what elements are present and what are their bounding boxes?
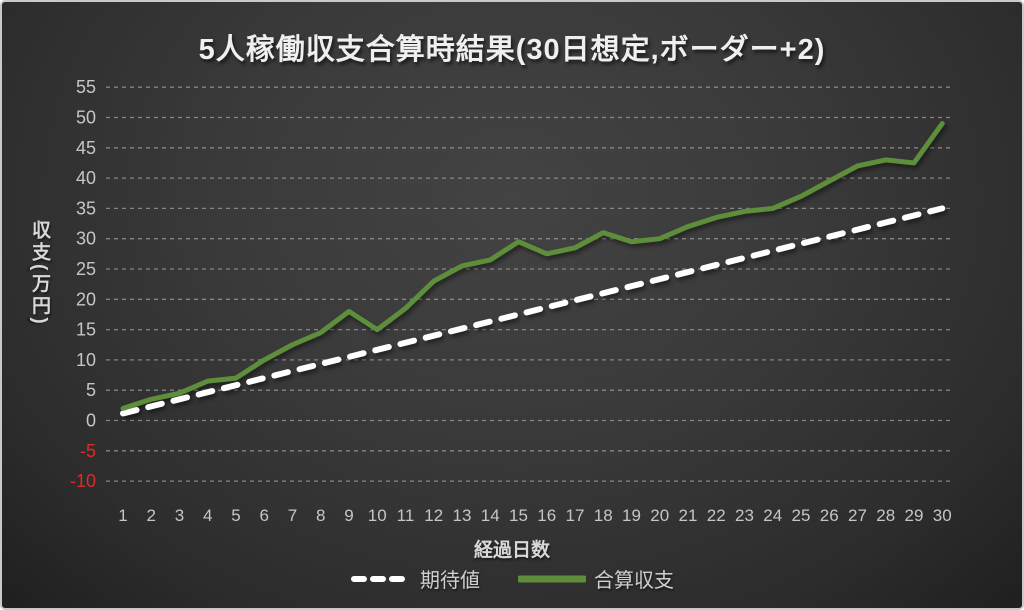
- total-line-swatch-icon: [518, 575, 586, 582]
- y-tick-label: 10: [76, 350, 96, 370]
- x-axis-title: 経過日数: [473, 540, 550, 561]
- x-tick-label: 22: [707, 506, 726, 525]
- x-tick-label: 19: [622, 506, 641, 525]
- y-tick-label: 45: [76, 138, 96, 158]
- legend-item-expected: 期待値: [350, 564, 480, 593]
- x-tick-label: 10: [368, 506, 387, 525]
- y-tick-label: 20: [76, 289, 96, 309]
- x-tick-label: 2: [147, 506, 156, 525]
- x-tick-label: 16: [537, 506, 556, 525]
- x-tick-label: 8: [316, 506, 325, 525]
- x-tick-label: 14: [481, 506, 500, 525]
- x-tick-label: 6: [260, 506, 269, 525]
- y-tick-label: 40: [76, 168, 96, 188]
- x-tick-label: 15: [509, 506, 528, 525]
- x-tick-label: 29: [905, 506, 924, 525]
- x-tick-label: 11: [397, 506, 415, 525]
- x-tick-label: 28: [876, 506, 895, 525]
- x-tick-label: 13: [453, 506, 472, 525]
- x-tick-label: 12: [424, 506, 443, 525]
- y-tick-label: -10: [70, 471, 96, 491]
- x-tick-label: 27: [848, 506, 867, 525]
- y-tick-label: 25: [76, 259, 96, 279]
- x-tick-label: 20: [650, 506, 669, 525]
- x-tick-label: 23: [735, 506, 754, 525]
- legend-label-total: 合算収支: [594, 570, 674, 592]
- chart-title: 5人稼働収支合算時結果(30日想定,ボーダー+2): [198, 34, 826, 66]
- y-tick-label: 0: [86, 411, 96, 431]
- x-tick-label: 9: [344, 506, 353, 525]
- y-tick-label: 35: [76, 198, 96, 218]
- y-tick-label: 5: [86, 380, 96, 400]
- x-tick-label: 24: [763, 506, 782, 525]
- series-group: [120, 121, 946, 417]
- legend-item-total: 合算収支: [518, 564, 674, 593]
- x-tick-label: 7: [288, 506, 297, 525]
- legend: 期待値 合算収支: [2, 564, 1022, 593]
- y-tick-label: 50: [76, 108, 96, 128]
- total-series-line: [120, 121, 945, 411]
- y-tick-label: -5: [80, 441, 96, 461]
- y-tick-label: 15: [76, 320, 96, 340]
- y-tick-label: 55: [76, 77, 96, 97]
- x-tick-label: 17: [566, 506, 585, 525]
- x-tick-label: 21: [679, 506, 698, 525]
- x-tick-label: 18: [594, 506, 613, 525]
- x-tick-label: 30: [933, 506, 952, 525]
- x-tick-label: 25: [792, 506, 811, 525]
- x-tick-label: 5: [231, 506, 240, 525]
- x-tick-label: 26: [820, 506, 839, 525]
- y-axis-title: 収支(万円): [29, 220, 50, 327]
- x-tick-label: 4: [203, 506, 212, 525]
- x-tick-label: 3: [175, 506, 184, 525]
- legend-label-expected: 期待値: [420, 570, 480, 592]
- expected-series-line: [120, 205, 946, 417]
- x-tick-label: 1: [118, 506, 127, 525]
- y-tick-label: 30: [76, 229, 96, 249]
- expected-line-swatch-icon: [351, 575, 411, 582]
